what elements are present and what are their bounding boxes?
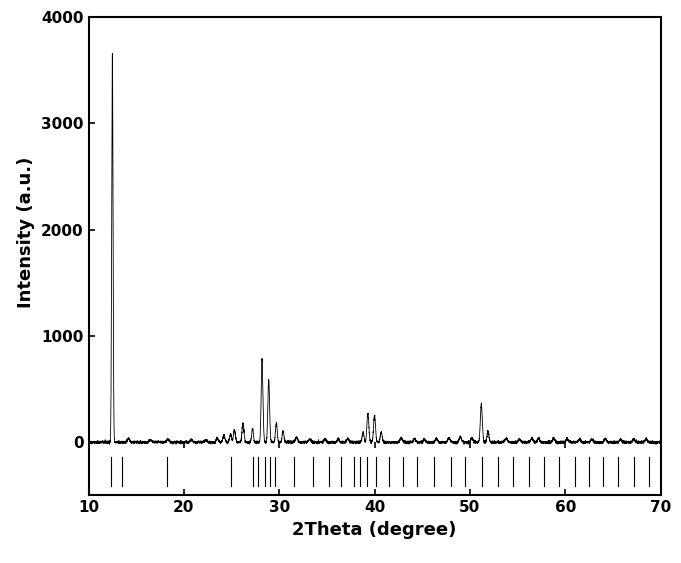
- Y-axis label: Intensity (a.u.): Intensity (a.u.): [18, 157, 35, 308]
- X-axis label: 2Theta (degree): 2Theta (degree): [292, 521, 457, 539]
